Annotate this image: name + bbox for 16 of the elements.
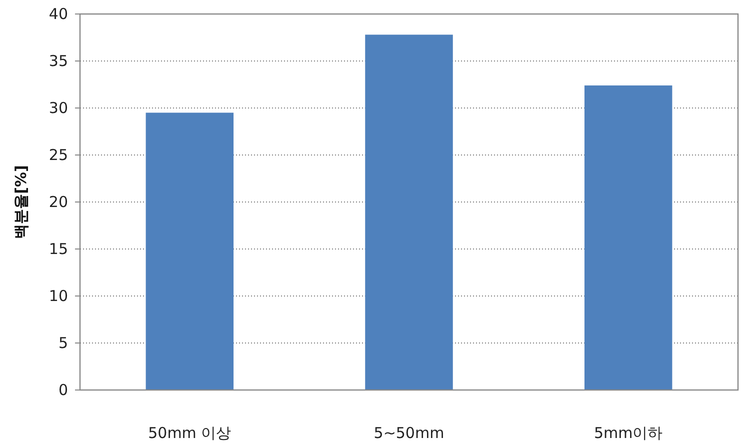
x-tick-label: 5mm이하 bbox=[594, 424, 663, 442]
y-tick-label: 40 bbox=[48, 5, 68, 23]
bar bbox=[365, 34, 453, 390]
y-tick-label: 10 bbox=[48, 287, 68, 305]
y-tick-label: 15 bbox=[48, 240, 68, 258]
y-tick-label: 25 bbox=[48, 146, 68, 164]
y-tick-label: 30 bbox=[48, 99, 68, 117]
y-axis-title: 백분율[%] bbox=[12, 165, 30, 239]
x-tick-label: 5~50mm bbox=[374, 424, 444, 442]
bar bbox=[146, 112, 234, 390]
bar bbox=[584, 85, 672, 390]
y-tick-label: 5 bbox=[58, 334, 68, 352]
y-tick-label: 20 bbox=[48, 193, 68, 211]
y-tick-label: 0 bbox=[58, 381, 68, 399]
y-tick-label: 35 bbox=[48, 52, 68, 70]
x-tick-label: 50mm 이상 bbox=[148, 424, 232, 442]
